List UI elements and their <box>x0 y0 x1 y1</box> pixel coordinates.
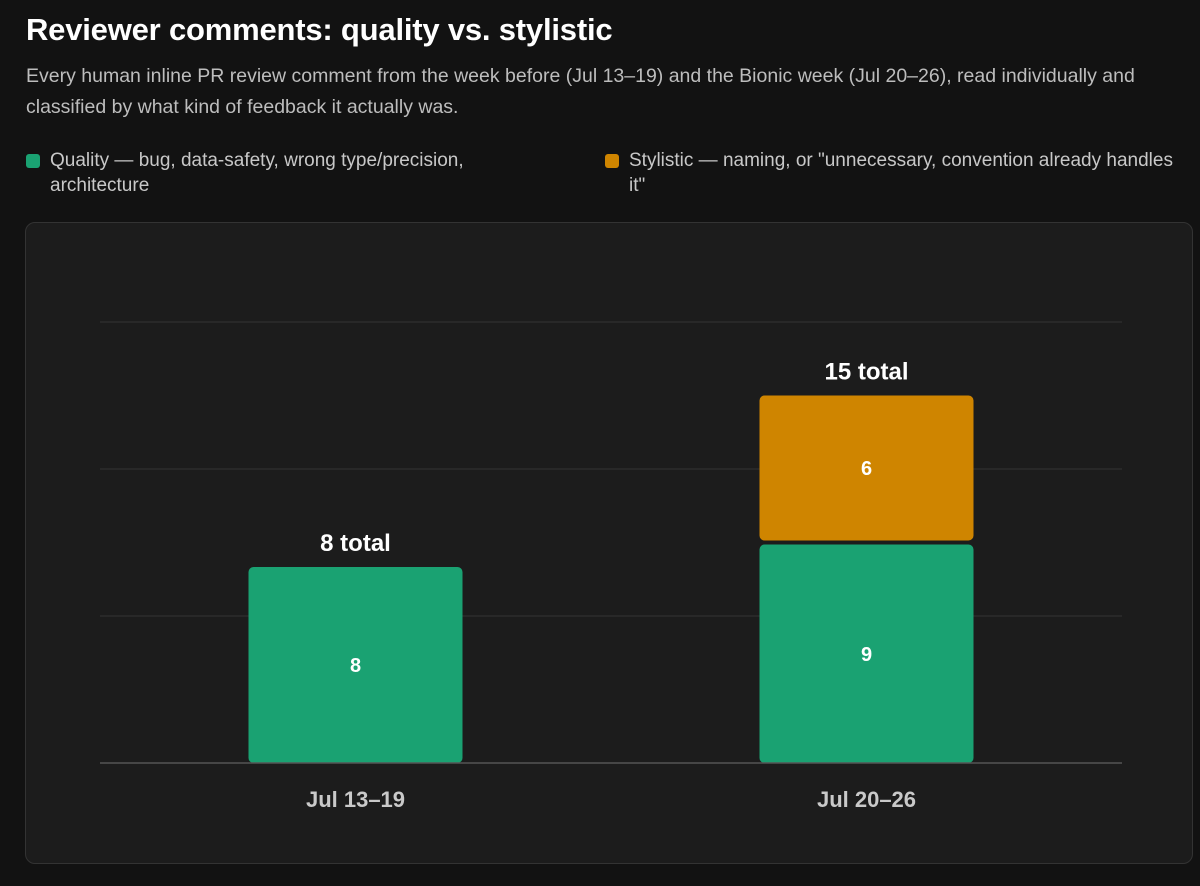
legend-swatch-stylistic <box>605 154 619 168</box>
stacked-bar-chart: 8 8 total Jul 13–19 9 6 15 total Jul 20–26 <box>100 321 1122 812</box>
bar-value-label: 6 <box>861 458 872 480</box>
legend-item-quality: Quality — bug, data-safety, wrong type/p… <box>26 148 566 198</box>
bar-quality-1 <box>759 544 974 763</box>
x-tick-label: Jul 13–19 <box>306 787 405 812</box>
bar-quality-0 <box>248 567 463 763</box>
bar-value-label: 8 <box>350 655 361 677</box>
page-subtitle: Every human inline PR review comment fro… <box>26 65 1135 118</box>
legend-item-stylistic: Stylistic — naming, or "unnecessary, con… <box>605 148 1185 198</box>
bar-total-label: 15 total <box>824 359 908 386</box>
legend-swatch-quality <box>26 154 40 168</box>
bar-total-label: 8 total <box>320 530 391 557</box>
chart-panel: 8 8 total Jul 13–19 9 6 15 total Jul 20–26 <box>25 222 1193 864</box>
x-tick-label: Jul 20–26 <box>817 787 916 812</box>
bar-stylistic-1 <box>759 395 974 541</box>
legend-label-quality: Quality — bug, data-safety, wrong type/p… <box>50 150 464 196</box>
legend-label-stylistic: Stylistic — naming, or "unnecessary, con… <box>629 150 1173 196</box>
page-title: Reviewer comments: quality vs. stylistic <box>26 12 613 47</box>
bar-value-label: 9 <box>861 644 872 666</box>
